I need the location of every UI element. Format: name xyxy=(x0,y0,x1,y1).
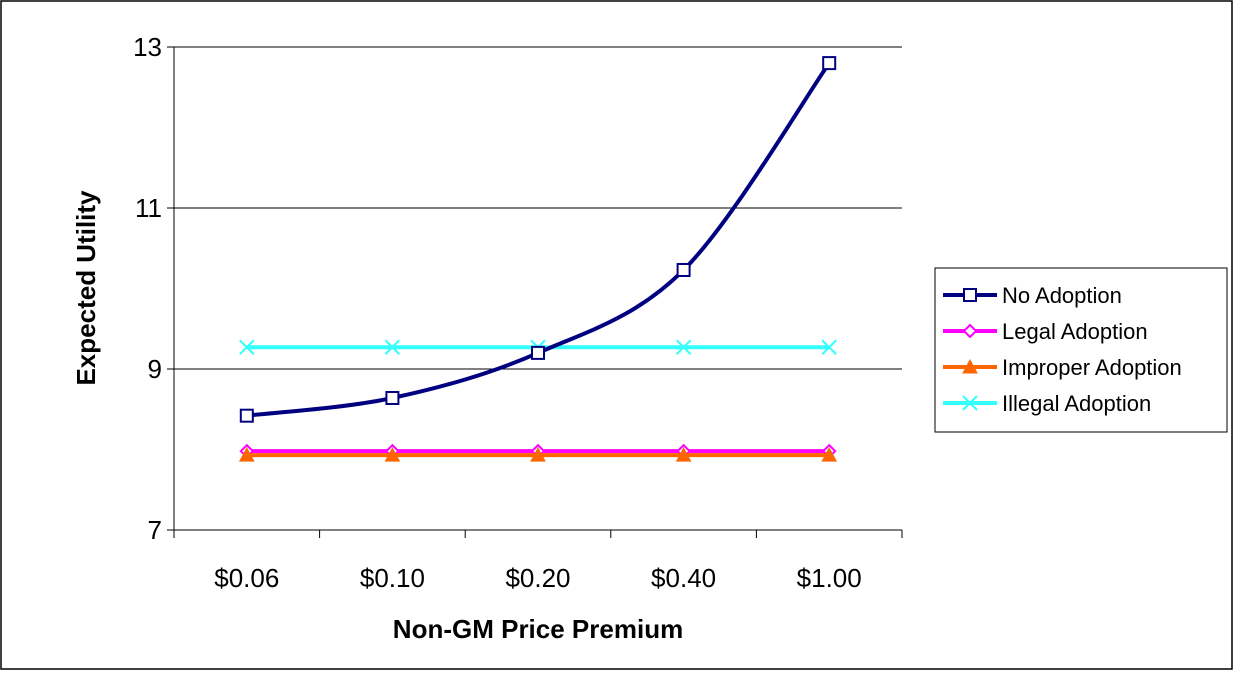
legend-label: Illegal Adoption xyxy=(1002,391,1151,416)
marker-stroke xyxy=(821,339,837,355)
x-tick-label: $0.40 xyxy=(651,563,716,593)
y-tick-label: 9 xyxy=(148,354,162,384)
x-tick-label: $1.00 xyxy=(797,563,862,593)
series-line xyxy=(246,61,831,418)
x-tick-label: $0.20 xyxy=(505,563,570,593)
data-point xyxy=(239,339,255,355)
data-point xyxy=(676,262,691,277)
y-axis-label: Expected Utility xyxy=(71,190,101,386)
marker-stroke xyxy=(962,395,978,411)
data-point xyxy=(821,339,837,355)
legend-marker xyxy=(962,323,978,339)
data-point xyxy=(675,339,692,355)
data-point xyxy=(384,447,401,462)
data-point xyxy=(822,56,837,71)
marker-stroke xyxy=(675,339,692,355)
legend-label: Improper Adoption xyxy=(1002,355,1182,380)
y-tick-label: 13 xyxy=(133,32,162,62)
y-tick-label: 7 xyxy=(148,515,162,545)
x-tick-label: $0.06 xyxy=(214,563,279,593)
marker-stroke xyxy=(384,339,401,355)
legend-item: Legal Adoption xyxy=(943,319,1148,344)
x-axis-label: Non-GM Price Premium xyxy=(393,614,683,644)
series-improper-adoption xyxy=(238,447,838,462)
data-point xyxy=(239,408,254,423)
legend-item: No Adoption xyxy=(943,283,1122,308)
y-tick-label: 11 xyxy=(135,193,162,223)
series-no-adoption xyxy=(239,56,837,423)
data-point xyxy=(238,447,255,462)
data-point xyxy=(531,345,545,360)
data-point xyxy=(384,339,401,355)
legend-label: No Adoption xyxy=(1002,283,1122,308)
legend-marker xyxy=(963,288,977,302)
legend-marker xyxy=(962,395,978,411)
legend-label: Legal Adoption xyxy=(1002,319,1148,344)
data-point xyxy=(821,447,838,462)
marker-stroke xyxy=(239,339,255,355)
data-point xyxy=(385,390,400,405)
data-point xyxy=(530,447,546,462)
x-tick-label: $0.10 xyxy=(360,563,425,593)
legend-item: Illegal Adoption xyxy=(943,391,1151,416)
legend-marker xyxy=(962,358,978,374)
data-point xyxy=(675,447,692,462)
legend-item: Improper Adoption xyxy=(943,355,1182,380)
